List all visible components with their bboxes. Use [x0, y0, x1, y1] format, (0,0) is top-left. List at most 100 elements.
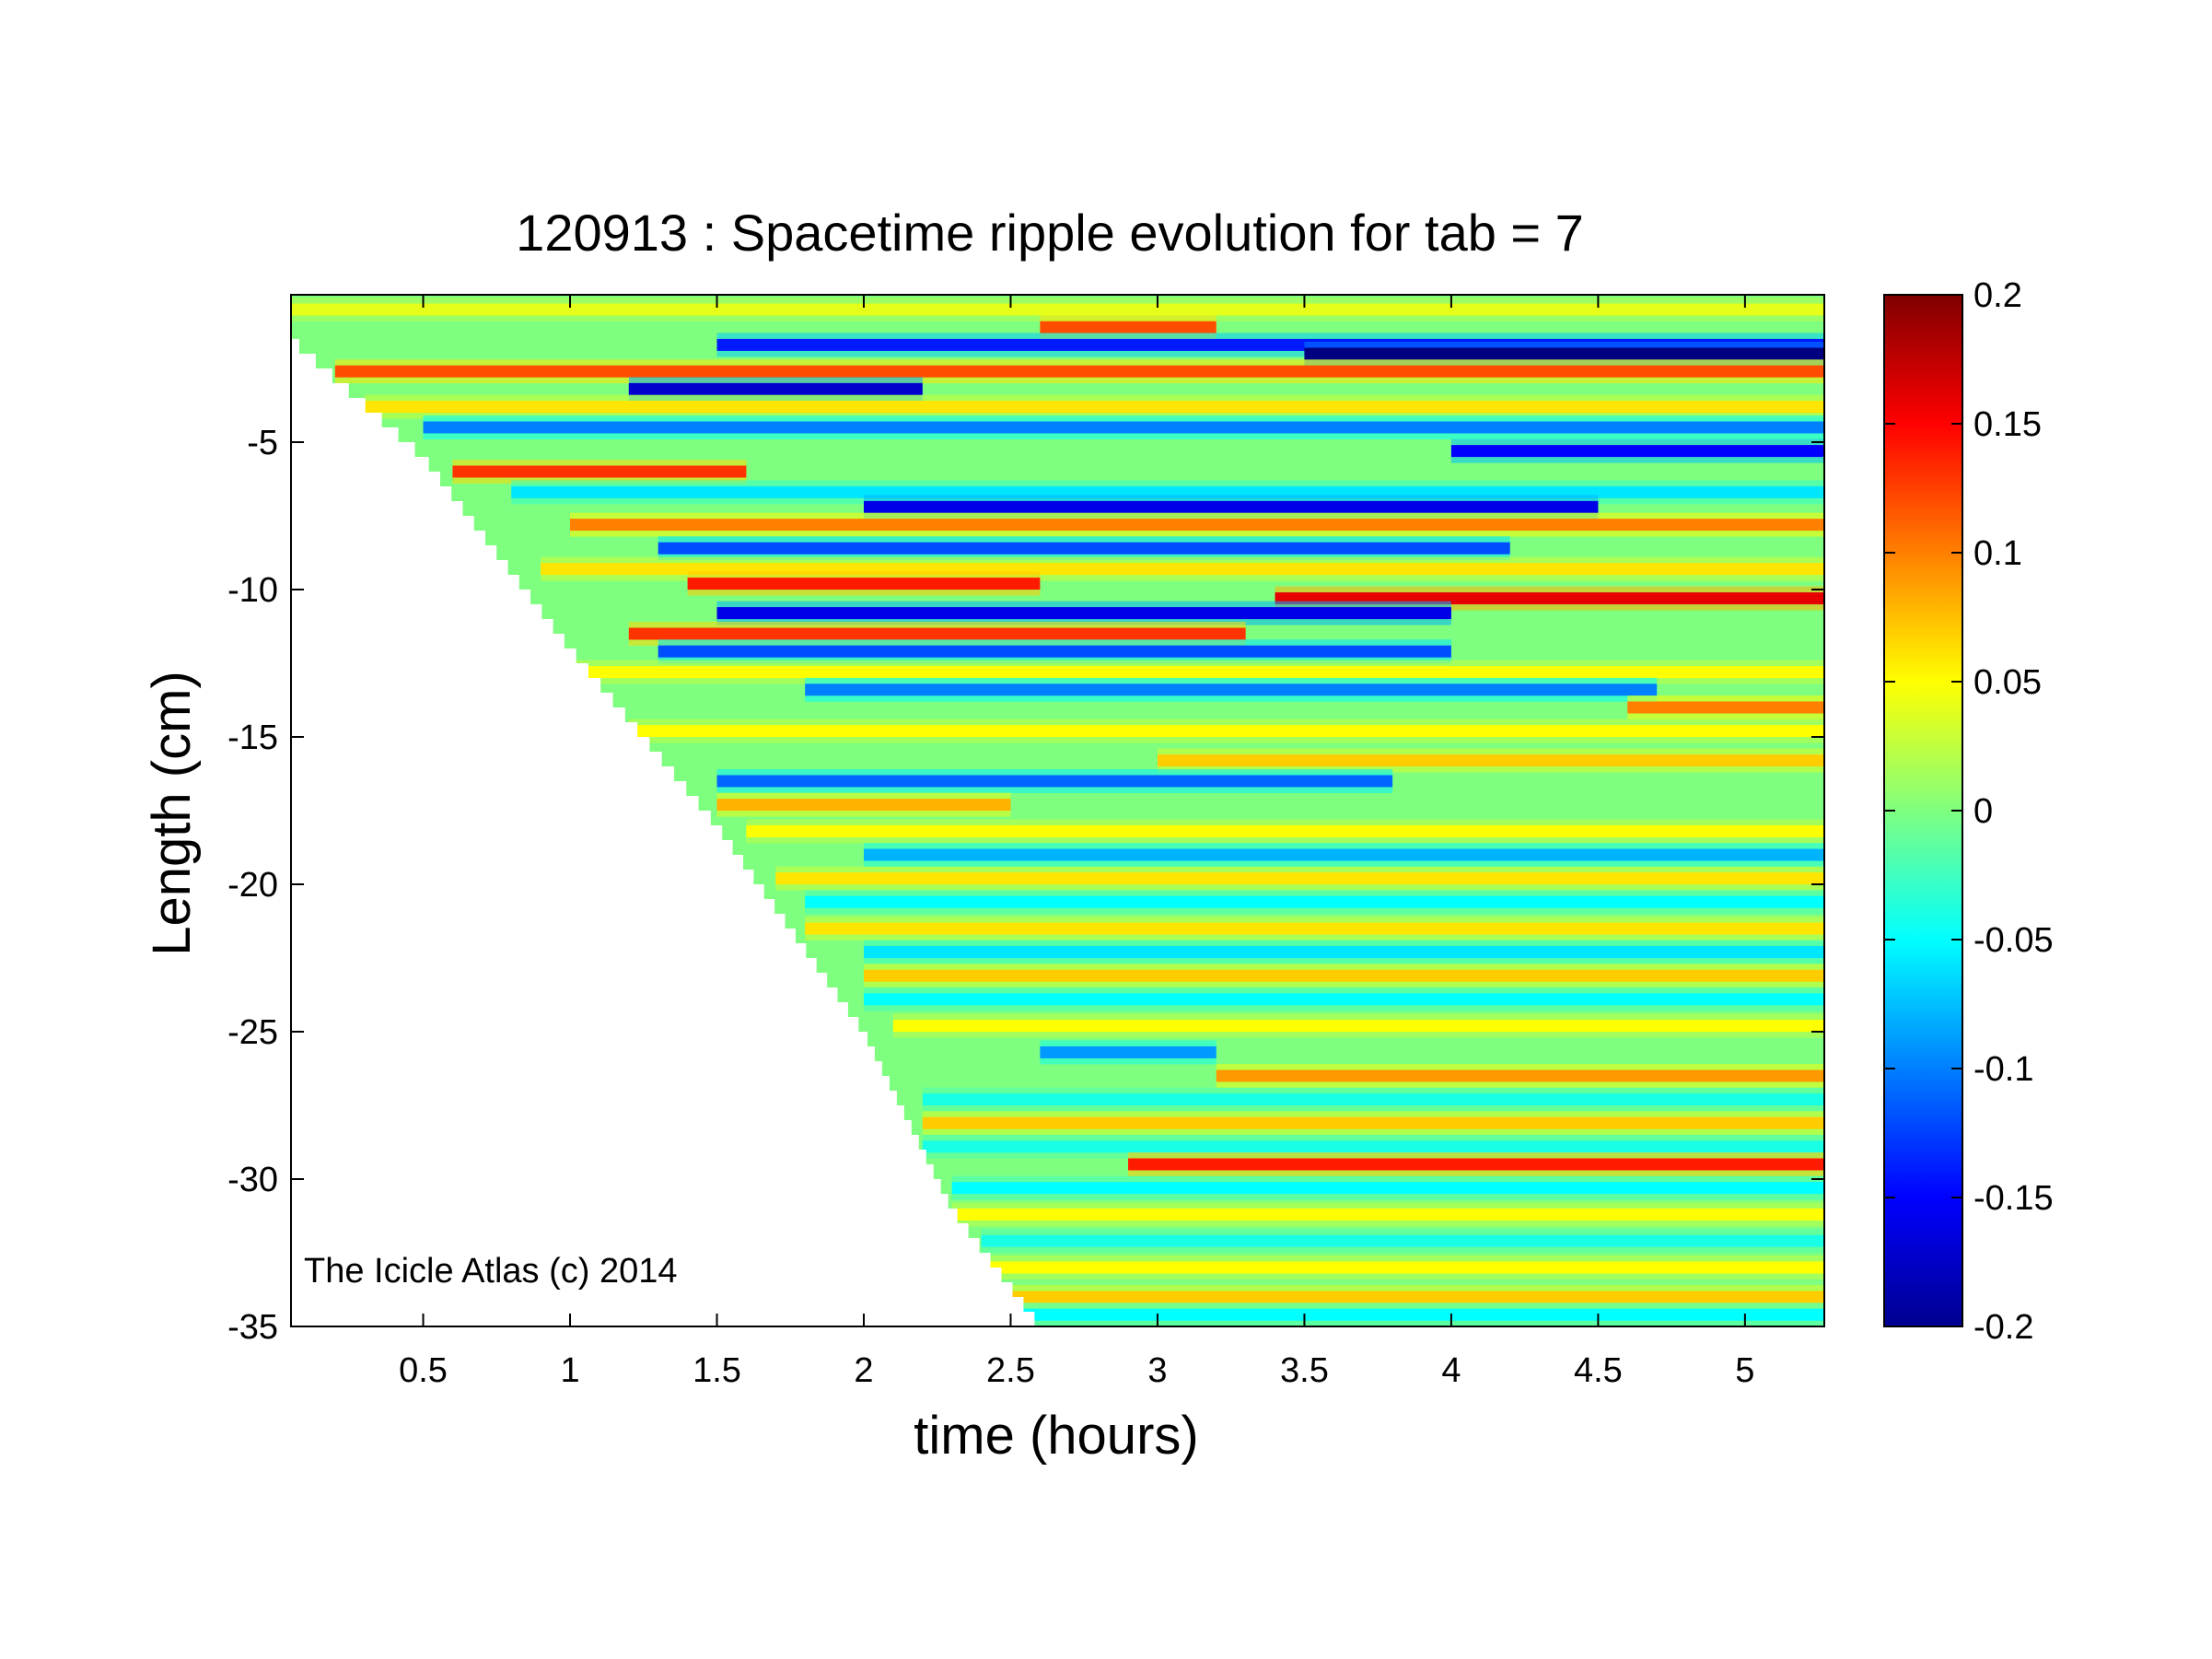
ripple-band — [863, 969, 1824, 982]
unmeasured-region — [291, 427, 399, 443]
unmeasured-region — [291, 707, 625, 723]
unmeasured-region — [291, 531, 486, 546]
unmeasured-region — [291, 796, 699, 812]
colorbar-tick-label: 0.1 — [1973, 534, 2022, 573]
unmeasured-region — [291, 1135, 919, 1151]
y-tick-label: -20 — [227, 866, 278, 905]
colorbar: 0.2 0.15 0.1 0.05 0 -0.05 -0.1 -0.15 -0.2 — [1883, 276, 2054, 1347]
ripple-band — [570, 666, 1824, 679]
unmeasured-region — [291, 648, 576, 664]
ripple-band — [1627, 701, 1824, 714]
unmeasured-region — [291, 457, 429, 473]
unmeasured-region — [291, 1282, 1013, 1298]
colorbar-ticks: 0.2 0.15 0.1 0.05 0 -0.05 -0.1 -0.15 -0.2 — [1884, 276, 2054, 1347]
unmeasured-region — [291, 545, 497, 561]
y-tick-label: -30 — [227, 1161, 278, 1199]
unmeasured-region — [291, 693, 613, 708]
colorbar-tick-label: -0.05 — [1973, 921, 2054, 960]
unmeasured-region — [291, 987, 838, 1003]
unmeasured-region — [291, 840, 733, 856]
x-tick-marks — [422, 295, 1746, 1326]
unmeasured-region — [291, 339, 299, 355]
unmeasured-region — [291, 722, 638, 738]
watermark-annotation: The Icicle Atlas (c) 2014 — [304, 1252, 678, 1291]
unmeasured-region — [291, 870, 754, 885]
y-tick-label: -10 — [227, 571, 278, 610]
ripple-band — [1304, 347, 1824, 360]
unmeasured-region — [291, 899, 775, 915]
ripple-band — [863, 500, 1599, 513]
unmeasured-region — [291, 1002, 848, 1018]
unmeasured-region — [291, 1120, 912, 1136]
unmeasured-region — [291, 1076, 890, 1092]
unmeasured-region — [291, 1238, 980, 1254]
unmeasured-region — [291, 1179, 941, 1195]
ripple-band — [892, 1020, 1824, 1033]
x-tick-label: 2 — [854, 1351, 873, 1390]
ripple-band — [863, 993, 1824, 1006]
unmeasured-region — [291, 781, 687, 797]
x-tick-labels: 0.5 1 1.5 2 2.5 3 3.5 4 4.5 5 — [399, 1351, 1754, 1390]
y-tick-label: -15 — [227, 719, 278, 757]
ripple-band — [981, 1261, 1824, 1274]
unmeasured-region — [291, 1312, 1035, 1327]
unmeasured-region — [291, 1046, 875, 1062]
ripple-bands — [291, 298, 1824, 1326]
ripple-band — [805, 895, 1824, 908]
ripple-band — [687, 578, 1041, 590]
x-tick-label: 1 — [560, 1351, 579, 1390]
unmeasured-region — [291, 855, 743, 870]
x-tick-label: 4.5 — [1574, 1351, 1623, 1390]
unmeasured-region — [291, 501, 463, 517]
unmeasured-region — [291, 766, 674, 782]
unmeasured-region — [291, 472, 440, 487]
ripple-band — [863, 848, 1824, 861]
heatmap-area — [290, 294, 1825, 1327]
y-tick-label: -5 — [247, 424, 278, 462]
unmeasured-region — [291, 1091, 897, 1106]
x-tick-label: 3.5 — [1280, 1351, 1329, 1390]
colorbar-tick-label: 0.2 — [1973, 276, 2022, 315]
ripple-band — [922, 1140, 1824, 1153]
ripple-band — [805, 922, 1824, 935]
x-tick-label: 0.5 — [399, 1351, 448, 1390]
ripple-band — [628, 725, 1824, 738]
ripple-band — [1450, 445, 1824, 458]
unmeasured-region — [291, 825, 723, 841]
unmeasured-region — [291, 737, 650, 753]
ripple-band — [716, 799, 1011, 812]
chart-title: 120913 : Spacetime ripple evolution for … — [516, 204, 1584, 262]
ripple-band — [716, 607, 1451, 620]
x-tick-label: 5 — [1735, 1351, 1754, 1390]
ripple-band — [1128, 1158, 1824, 1171]
ripple-band — [628, 382, 923, 395]
unmeasured-region — [291, 398, 366, 414]
unmeasured-region — [291, 752, 662, 767]
ripple-band — [1010, 1291, 1824, 1303]
unmeasured-region — [291, 1223, 969, 1239]
unmeasured-region — [291, 1268, 1002, 1283]
ripple-band — [863, 946, 1824, 959]
y-tick-marks — [291, 441, 1824, 1327]
unmeasured-region — [291, 1017, 859, 1033]
colorbar-tick-label: -0.1 — [1973, 1050, 2033, 1089]
unmeasured-region — [291, 634, 565, 649]
ripple-band — [1040, 1046, 1217, 1058]
unmeasured-region — [291, 354, 316, 369]
unmeasured-region — [291, 811, 711, 826]
colorbar-tick-label: 0.05 — [1973, 663, 2042, 702]
x-tick-label: 1.5 — [693, 1351, 741, 1390]
unmeasured-region — [291, 884, 764, 900]
ripple-band — [775, 872, 1824, 885]
unmeasured-region — [291, 929, 796, 944]
unmeasured-region — [291, 1032, 867, 1047]
ripple-band — [628, 627, 1246, 640]
unmeasured-region — [291, 383, 349, 399]
colorbar-tick-label: -0.2 — [1973, 1308, 2033, 1347]
x-axis-label: time (hours) — [914, 1406, 1198, 1466]
ripple-band — [291, 303, 1824, 316]
x-tick-label: 3 — [1147, 1351, 1167, 1390]
ripple-band — [570, 519, 1824, 532]
ripple-band — [658, 645, 1451, 658]
